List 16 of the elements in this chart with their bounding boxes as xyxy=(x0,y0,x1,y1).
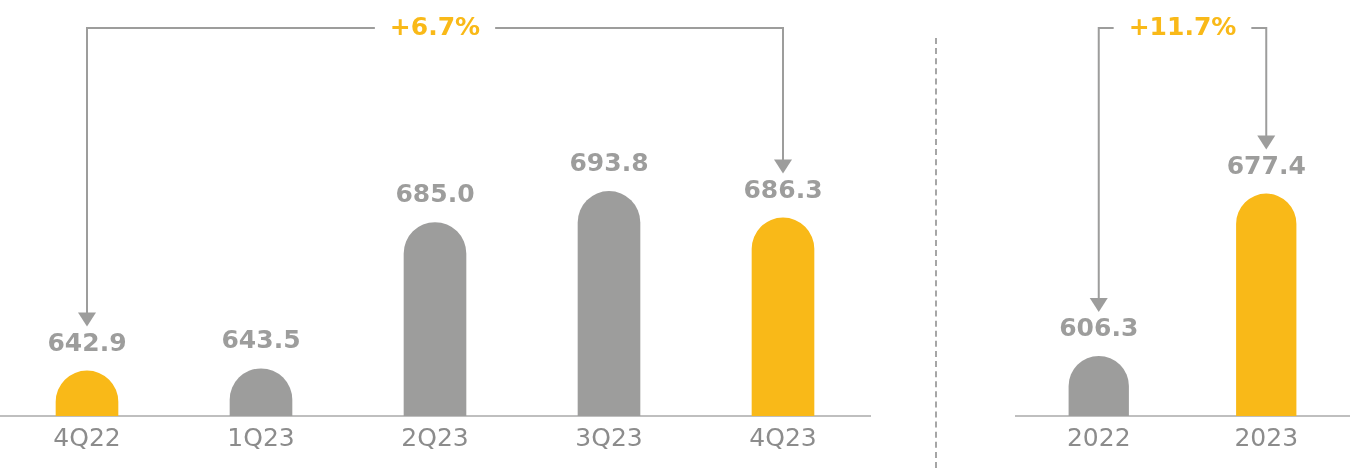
data-label: 606.3 xyxy=(1059,312,1139,342)
data-label: 685.0 xyxy=(395,179,475,209)
data-label: 686.3 xyxy=(743,174,823,204)
x-tick-label: 4Q22 xyxy=(53,422,121,452)
x-tick-label: 3Q23 xyxy=(575,422,643,452)
text: +11.7% xyxy=(1128,11,1237,41)
data-label: 642.9 xyxy=(47,327,127,357)
x-tick-label: 4Q23 xyxy=(749,422,817,452)
data-label: 677.4 xyxy=(1226,150,1306,180)
x-tick-label: 2022 xyxy=(1066,422,1131,452)
data-label: 643.5 xyxy=(221,325,301,355)
text: +6.7% xyxy=(389,11,481,41)
x-tick-label: 2023 xyxy=(1234,422,1299,452)
data-label: 693.8 xyxy=(569,148,649,178)
x-tick-label: 2Q23 xyxy=(401,422,469,452)
x-tick-label: 1Q23 xyxy=(227,422,295,452)
